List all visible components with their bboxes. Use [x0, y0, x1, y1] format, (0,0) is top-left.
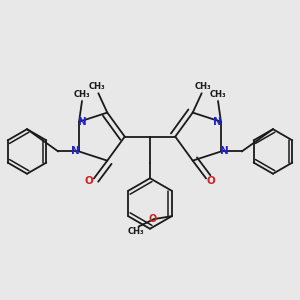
Text: O: O: [148, 214, 157, 224]
Text: CH₃: CH₃: [74, 90, 90, 99]
Text: N: N: [78, 117, 87, 127]
Text: CH₃: CH₃: [195, 82, 212, 91]
Text: CH₃: CH₃: [210, 90, 226, 99]
Text: N: N: [71, 146, 80, 157]
Text: CH₃: CH₃: [127, 227, 144, 236]
Text: N: N: [213, 117, 222, 127]
Text: CH₃: CH₃: [88, 82, 105, 91]
Text: N: N: [220, 146, 229, 157]
Text: O: O: [206, 176, 215, 186]
Text: O: O: [85, 176, 94, 186]
